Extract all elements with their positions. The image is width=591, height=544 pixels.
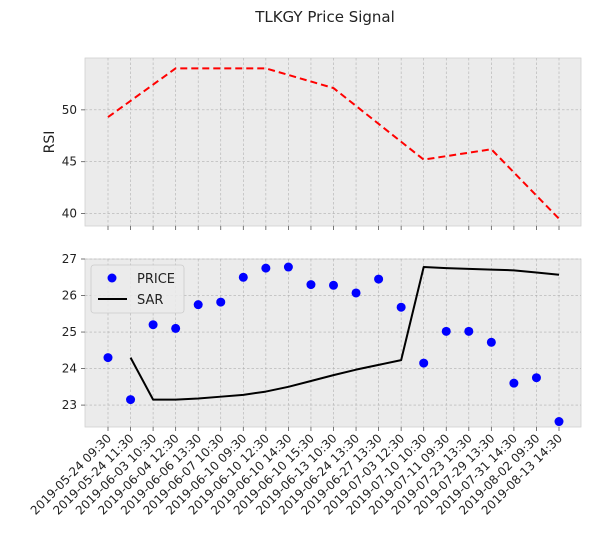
rsi-y-ticks: 40 45 50 bbox=[62, 103, 85, 221]
rsi-gridlines bbox=[85, 58, 581, 226]
chart-legend: PRICE SAR bbox=[90, 264, 185, 314]
sar-line bbox=[129, 266, 560, 401]
rsi-series bbox=[107, 67, 560, 220]
price-point bbox=[441, 326, 451, 336]
price-point bbox=[171, 323, 181, 333]
rsi-line bbox=[107, 67, 560, 220]
rsi-y-axis-label: RSI bbox=[42, 131, 58, 154]
price-point bbox=[419, 358, 429, 368]
legend-price-label: PRICE bbox=[137, 272, 175, 287]
price-point bbox=[306, 280, 316, 290]
price-point bbox=[464, 326, 474, 336]
price-point bbox=[329, 280, 338, 290]
price-point bbox=[351, 288, 361, 298]
price-point bbox=[148, 320, 158, 330]
price-point bbox=[283, 262, 293, 272]
rsi-y-tick-label: 40 bbox=[62, 207, 77, 221]
rsi-y-tick-label: 50 bbox=[62, 103, 77, 117]
price-point bbox=[486, 337, 496, 347]
rsi-y-tick-label: 45 bbox=[62, 155, 77, 169]
price-y-tick-label: 25 bbox=[62, 325, 77, 339]
price-y-tick-label: 26 bbox=[62, 289, 77, 303]
price-point bbox=[238, 272, 248, 282]
price-point bbox=[531, 373, 541, 383]
price-point bbox=[554, 417, 564, 427]
price-point bbox=[126, 395, 136, 405]
price-point bbox=[103, 353, 113, 363]
price-y-tick-label: 23 bbox=[62, 398, 77, 412]
rsi-x-ticks bbox=[107, 226, 560, 230]
price-y-tick-label: 24 bbox=[62, 362, 77, 376]
price-point bbox=[374, 274, 384, 284]
rsi-plot-background bbox=[84, 57, 582, 227]
price-y-ticks: 23 24 25 26 27 bbox=[62, 252, 85, 412]
chart-title: TLKGY Price Signal bbox=[254, 8, 395, 26]
price-series bbox=[103, 262, 564, 427]
price-point bbox=[509, 378, 519, 388]
legend-price-marker bbox=[107, 273, 117, 283]
price-point bbox=[396, 302, 406, 312]
price-point bbox=[193, 300, 203, 310]
price-y-tick-label: 27 bbox=[62, 252, 77, 266]
legend-sar-label: SAR bbox=[137, 293, 163, 308]
price-point bbox=[216, 297, 226, 307]
price-point bbox=[261, 263, 271, 273]
rsi-panel: 40 45 50 RSI bbox=[42, 57, 582, 230]
